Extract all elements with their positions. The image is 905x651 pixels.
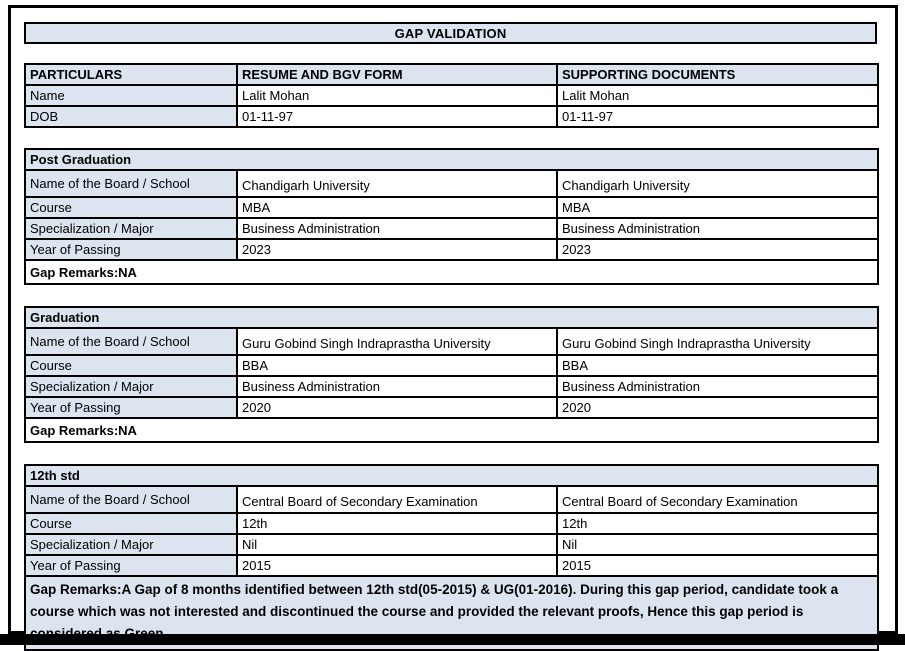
- table-row-specialization: Specialization / Major Nil Nil: [24, 533, 880, 556]
- table-row-board-school: Name of the Board / School Guru Gobind S…: [24, 327, 880, 356]
- table-row-course: Course BBA BBA: [24, 354, 880, 377]
- year-supporting-value: 2020: [555, 396, 880, 419]
- bottom-black-bar: [0, 634, 905, 645]
- section-header-row: 12th std: [23, 464, 880, 487]
- table-row-specialization: Specialization / Major Business Administ…: [24, 375, 880, 398]
- document-page-frame: GAP VALIDATION PARTICULARS RESUME AND BG…: [8, 5, 898, 651]
- section-header-row: Graduation: [23, 306, 880, 329]
- row-label-board-school: Name of the Board / School: [24, 169, 238, 198]
- specialization-resume-value: Business Administration: [236, 217, 558, 240]
- table-row-dob: DOB 01-11-97 01-11-97: [24, 105, 879, 128]
- section-title-graduation: Graduation: [23, 306, 880, 329]
- table-header-row: PARTICULARS RESUME AND BGV FORM SUPPORTI…: [24, 63, 879, 86]
- course-resume-value: BBA: [236, 354, 558, 377]
- specialization-supporting-value: Business Administration: [555, 217, 880, 240]
- table-row-year-of-passing: Year of Passing 2020 2020: [24, 396, 880, 419]
- table-row-name: Name Lalit Mohan Lalit Mohan: [24, 84, 879, 107]
- gap-remarks-row: Gap Remarks:NA: [23, 259, 880, 285]
- name-supporting-value: Lalit Mohan: [556, 84, 879, 107]
- board-resume-value: Guru Gobind Singh Indraprastha Universit…: [236, 327, 558, 356]
- table-row-course: Course 12th 12th: [24, 512, 880, 535]
- course-supporting-value: MBA: [555, 196, 880, 219]
- row-label-year-of-passing: Year of Passing: [24, 554, 238, 577]
- board-resume-value: Chandigarh University: [236, 169, 558, 198]
- row-label-specialization: Specialization / Major: [24, 533, 238, 556]
- specialization-supporting-value: Nil: [555, 533, 880, 556]
- row-label-board-school: Name of the Board / School: [24, 327, 238, 356]
- row-label-year-of-passing: Year of Passing: [24, 238, 238, 261]
- board-supporting-value: Central Board of Secondary Examination: [555, 485, 880, 514]
- year-resume-value: 2020: [236, 396, 558, 419]
- gap-remarks-row: Gap Remarks:NA: [23, 417, 880, 443]
- year-resume-value: 2015: [236, 554, 558, 577]
- section-title-12th-std: 12th std: [23, 464, 880, 487]
- table-row-board-school: Name of the Board / School Central Board…: [24, 485, 880, 514]
- dob-resume-value: 01-11-97: [236, 105, 558, 128]
- row-label-name: Name: [24, 84, 238, 107]
- gap-remarks-graduation: Gap Remarks:NA: [23, 417, 880, 443]
- column-header-particulars: PARTICULARS: [24, 63, 238, 86]
- board-resume-value: Central Board of Secondary Examination: [236, 485, 558, 514]
- column-header-supporting-docs: SUPPORTING DOCUMENTS: [556, 63, 879, 86]
- table-row-specialization: Specialization / Major Business Administ…: [24, 217, 880, 240]
- table-row-year-of-passing: Year of Passing 2015 2015: [24, 554, 880, 577]
- year-resume-value: 2023: [236, 238, 558, 261]
- gap-remarks-post-graduation: Gap Remarks:NA: [23, 259, 880, 285]
- course-resume-value: 12th: [236, 512, 558, 535]
- row-label-specialization: Specialization / Major: [24, 217, 238, 240]
- specialization-resume-value: Nil: [236, 533, 558, 556]
- row-label-year-of-passing: Year of Passing: [24, 396, 238, 419]
- row-label-course: Course: [24, 196, 238, 219]
- year-supporting-value: 2023: [555, 238, 880, 261]
- row-label-specialization: Specialization / Major: [24, 375, 238, 398]
- board-supporting-value: Guru Gobind Singh Indraprastha Universit…: [555, 327, 880, 356]
- row-label-dob: DOB: [24, 105, 238, 128]
- course-supporting-value: 12th: [555, 512, 880, 535]
- dob-supporting-value: 01-11-97: [556, 105, 879, 128]
- year-supporting-value: 2015: [555, 554, 880, 577]
- spacer: [24, 443, 877, 464]
- column-header-resume-bgv: RESUME AND BGV FORM: [236, 63, 558, 86]
- table-row-board-school: Name of the Board / School Chandigarh Un…: [24, 169, 880, 198]
- section-header-row: Post Graduation: [23, 148, 880, 171]
- particulars-table: PARTICULARS RESUME AND BGV FORM SUPPORTI…: [24, 63, 879, 128]
- section-12th-std: 12th std Name of the Board / School Cent…: [23, 464, 880, 651]
- section-post-graduation: Post Graduation Name of the Board / Scho…: [23, 148, 880, 285]
- board-supporting-value: Chandigarh University: [555, 169, 880, 198]
- spacer: [24, 128, 877, 148]
- row-label-course: Course: [24, 354, 238, 377]
- document-content: GAP VALIDATION PARTICULARS RESUME AND BG…: [23, 22, 880, 651]
- row-label-course: Course: [24, 512, 238, 535]
- spacer: [24, 285, 877, 306]
- course-supporting-value: BBA: [555, 354, 880, 377]
- row-label-board-school: Name of the Board / School: [24, 485, 238, 514]
- table-row-course: Course MBA MBA: [24, 196, 880, 219]
- table-row-year-of-passing: Year of Passing 2023 2023: [24, 238, 880, 261]
- specialization-supporting-value: Business Administration: [555, 375, 880, 398]
- page-title: GAP VALIDATION: [24, 22, 877, 44]
- spacer: [24, 44, 877, 63]
- specialization-resume-value: Business Administration: [236, 375, 558, 398]
- course-resume-value: MBA: [236, 196, 558, 219]
- section-graduation: Graduation Name of the Board / School Gu…: [23, 306, 880, 443]
- section-title-post-graduation: Post Graduation: [23, 148, 880, 171]
- name-resume-value: Lalit Mohan: [236, 84, 558, 107]
